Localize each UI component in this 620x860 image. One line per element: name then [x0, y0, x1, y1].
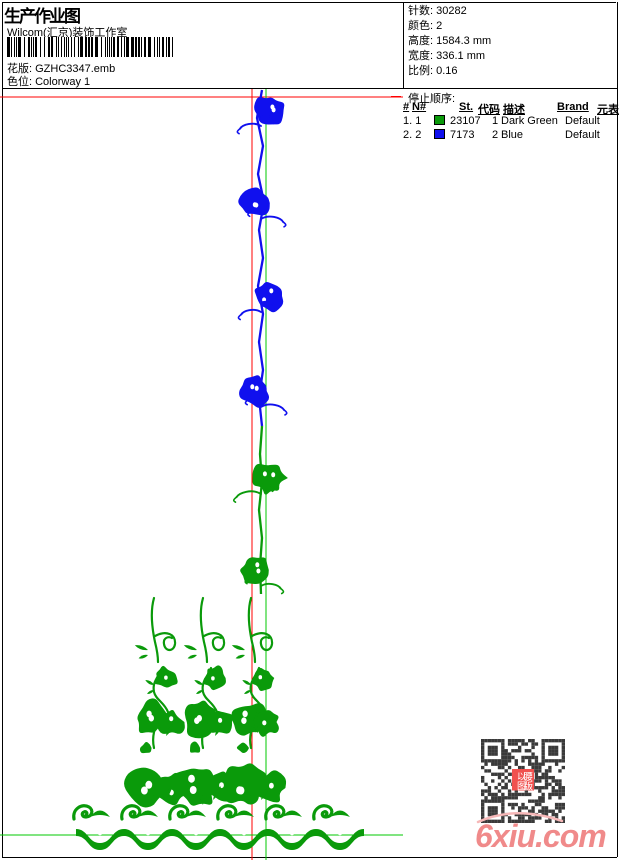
- svg-text:图: 图: [517, 782, 527, 793]
- svg-text:版: 版: [524, 781, 534, 793]
- svg-text:腰: 腰: [524, 772, 534, 783]
- svg-text:以: 以: [517, 772, 527, 783]
